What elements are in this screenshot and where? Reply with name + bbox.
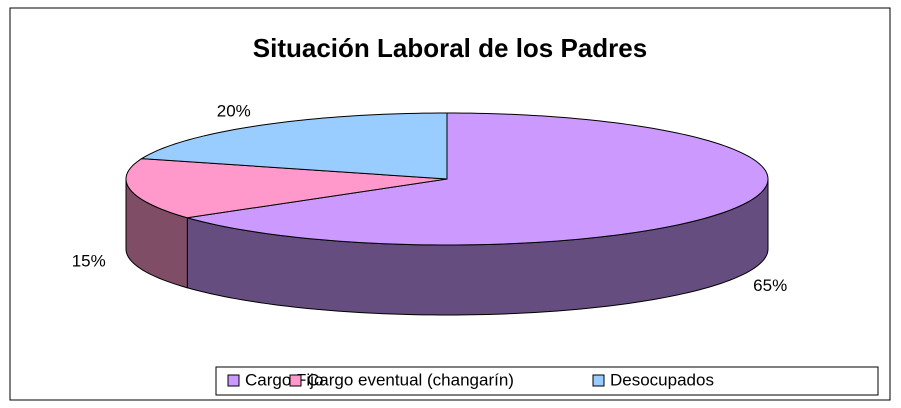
data-label: 65% [753, 276, 787, 295]
legend-label: Cargo Fijo [245, 370, 323, 389]
legend-label: Cargo eventual (changarín) [307, 370, 514, 389]
data-label: 15% [72, 251, 106, 270]
slice [125, 158, 448, 219]
slice [187, 112, 769, 246]
legend-label: Desocupados [610, 370, 714, 389]
legend-swatch [289, 374, 302, 387]
legend-swatch [592, 374, 605, 387]
chart-title: Situación Laboral de los Padres [253, 33, 647, 63]
slice [140, 112, 448, 180]
legend-swatch [227, 374, 240, 387]
legend-box [215, 366, 879, 396]
data-label: 20% [217, 102, 251, 121]
